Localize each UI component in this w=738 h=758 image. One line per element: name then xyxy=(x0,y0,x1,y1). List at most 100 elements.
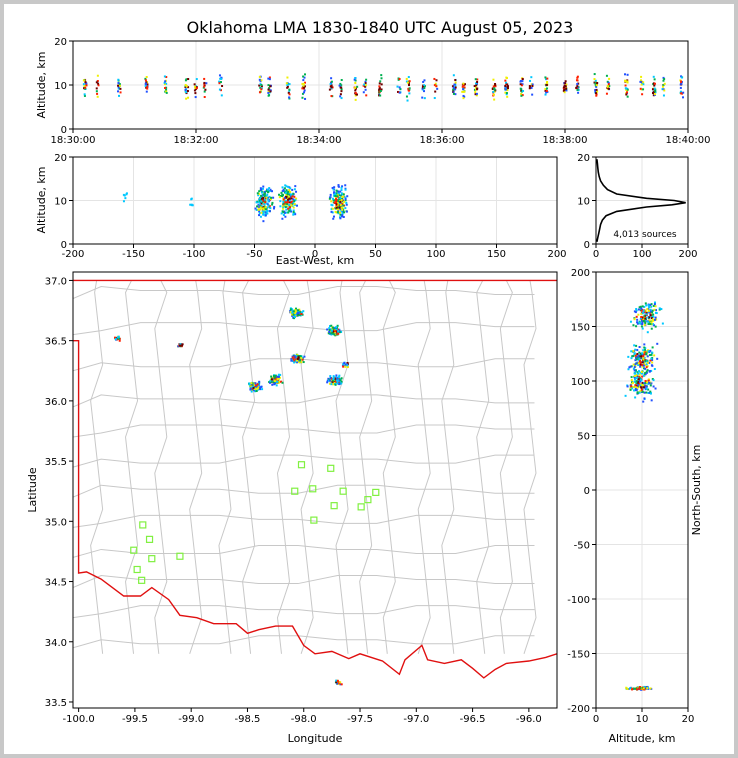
time-source-mark xyxy=(164,86,167,89)
map-x-tick-label: -100.0 xyxy=(63,714,95,725)
time-source-mark xyxy=(545,91,548,94)
map-source-mark xyxy=(270,380,273,383)
ew-source-mark xyxy=(282,197,285,200)
time-source-mark xyxy=(474,91,477,94)
ns-source-mark xyxy=(640,387,643,390)
time-source-mark xyxy=(680,80,683,83)
map-source-mark xyxy=(332,330,335,333)
ew-source-mark xyxy=(282,214,285,217)
ns-source-mark xyxy=(644,351,647,354)
time-source-mark xyxy=(145,76,148,79)
ew-source-mark xyxy=(330,210,333,213)
ns-source-mark xyxy=(639,365,642,368)
time-source-mark xyxy=(195,78,198,81)
ns-source-mark xyxy=(649,311,652,314)
ns-source-mark xyxy=(647,350,650,353)
map-source-mark xyxy=(332,375,335,378)
ew-source-mark xyxy=(344,199,347,202)
ew-source-mark xyxy=(339,216,342,219)
ew-source-mark xyxy=(268,187,271,190)
time-source-mark xyxy=(117,82,120,85)
ew-source-mark xyxy=(270,196,273,199)
ns-source-mark xyxy=(647,320,650,323)
ns-source-mark xyxy=(654,325,657,328)
time-source-mark xyxy=(423,97,426,100)
time-source-mark xyxy=(625,80,628,83)
time-source-mark xyxy=(303,76,306,79)
ns-source-mark xyxy=(634,369,637,372)
ew-source-mark xyxy=(282,207,285,210)
map-source-mark xyxy=(250,385,253,388)
map-source-mark xyxy=(329,329,332,332)
map-source-mark xyxy=(256,387,259,390)
map-source-mark xyxy=(296,314,299,317)
map-source-mark xyxy=(293,317,296,320)
map-source-mark xyxy=(248,382,251,385)
ns-x-tick-label: 20 xyxy=(682,714,695,725)
time-source-mark xyxy=(491,88,494,91)
ns-source-mark xyxy=(639,363,642,366)
ns-source-mark xyxy=(651,346,654,349)
ns-source-mark xyxy=(644,359,647,362)
ns-source-mark xyxy=(638,306,641,309)
ew-source-mark xyxy=(292,201,295,204)
ew-source-mark xyxy=(337,212,340,215)
ew-source-mark xyxy=(269,197,272,200)
ns-source-mark xyxy=(641,372,644,375)
time-source-mark xyxy=(662,94,665,97)
map-source-mark xyxy=(270,378,273,381)
ew-source-mark xyxy=(257,208,260,211)
ns-source-mark xyxy=(643,685,646,688)
map-source-mark xyxy=(335,328,338,331)
map-source-mark xyxy=(330,324,333,327)
time-source-mark xyxy=(340,90,343,93)
map-county-line xyxy=(73,454,535,468)
time-source-mark xyxy=(303,86,306,89)
ns-source-mark xyxy=(643,373,646,376)
map-county-line xyxy=(300,280,314,654)
ew-source-mark xyxy=(263,193,266,196)
ns-source-mark xyxy=(652,385,655,388)
ns-source-mark xyxy=(633,310,636,313)
ew-x-tick-label: 50 xyxy=(369,249,382,260)
map-source-mark xyxy=(278,376,281,379)
ns-y-tick-label: -200 xyxy=(567,704,590,715)
hist-x-tick-label: 0 xyxy=(593,249,599,260)
ns-source-mark xyxy=(652,379,655,382)
time-source-mark xyxy=(96,79,99,82)
ns-source-mark xyxy=(650,303,653,306)
ew-source-mark xyxy=(344,196,347,199)
time-source-mark xyxy=(144,77,147,80)
ns-source-mark xyxy=(646,331,649,334)
time-source-mark xyxy=(473,85,476,88)
ew-source-mark xyxy=(265,202,268,205)
ns-source-mark xyxy=(661,322,664,325)
time-source-mark xyxy=(194,96,197,99)
time-source-mark xyxy=(269,85,272,88)
map-source-mark xyxy=(332,378,335,381)
ns-source-mark xyxy=(653,324,656,327)
time-source-mark xyxy=(595,94,598,97)
map-source-mark xyxy=(294,311,297,314)
time-source-mark xyxy=(203,84,206,87)
ew-source-mark xyxy=(122,193,125,196)
map-y-tick-label: 35.5 xyxy=(45,457,67,468)
ew-source-mark xyxy=(346,195,349,198)
ns-source-mark xyxy=(648,391,651,394)
ew-source-mark xyxy=(332,215,335,218)
time-source-mark xyxy=(423,79,426,82)
time-source-mark xyxy=(640,88,643,91)
map-source-mark xyxy=(334,380,337,383)
time-source-mark xyxy=(520,90,523,93)
time-source-mark xyxy=(640,83,643,86)
time-source-mark xyxy=(546,81,549,84)
ns-source-mark xyxy=(634,354,637,357)
ew-source-mark xyxy=(258,197,261,200)
time-source-mark xyxy=(144,82,147,85)
map-source-mark xyxy=(333,381,336,384)
ew-source-mark xyxy=(339,194,342,197)
ns-x-tick-label: 10 xyxy=(636,714,649,725)
time-source-mark xyxy=(521,83,524,86)
time-source-mark xyxy=(405,95,408,98)
ew-source-mark xyxy=(294,185,297,188)
